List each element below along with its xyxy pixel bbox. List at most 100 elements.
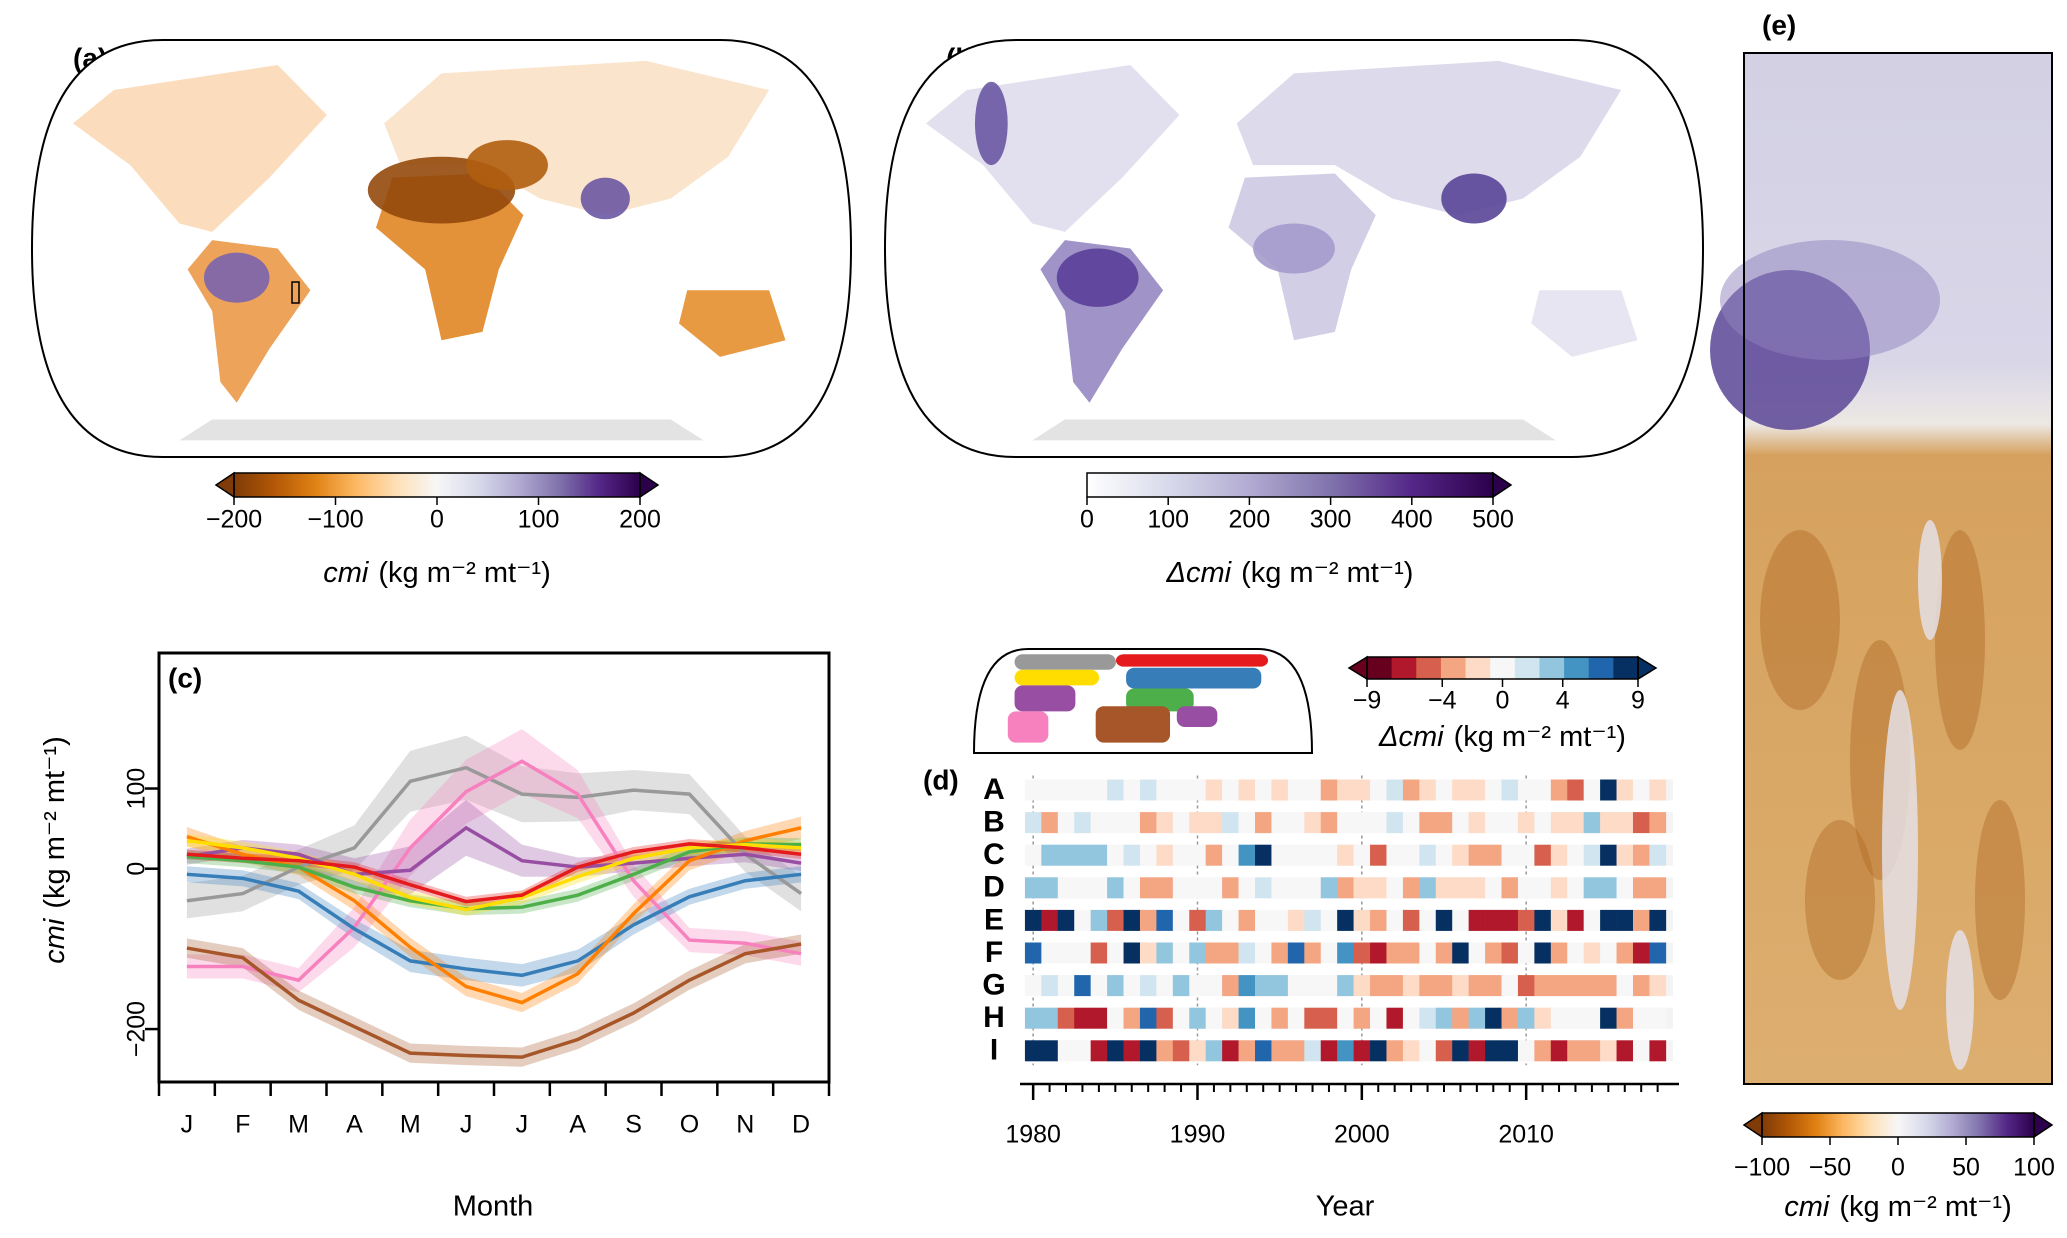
heat-cell: [1567, 1007, 1584, 1029]
heat-cell: [1271, 909, 1289, 931]
heat-cell: [1386, 812, 1404, 834]
heat-cell: [1386, 877, 1404, 899]
x-tick-label: A: [569, 1111, 586, 1139]
heat-cell: [1370, 942, 1387, 964]
heat-cell: [1041, 1007, 1059, 1029]
heat-cell: [1041, 975, 1059, 997]
heat-cell: [1501, 975, 1519, 997]
heat-cell: [1550, 1007, 1568, 1029]
heat-cell: [1189, 877, 1207, 899]
heat-cell: [1550, 975, 1568, 997]
heat-cell: [1238, 1007, 1256, 1029]
heat-cell: [1255, 1040, 1272, 1062]
heat-cell: [1485, 975, 1502, 997]
heat-cell: [1139, 779, 1157, 801]
heat-cell: [1123, 1040, 1141, 1062]
heat-cell: [1057, 909, 1075, 931]
heat-cell: [1156, 1007, 1174, 1029]
heat-cell: [1370, 877, 1387, 899]
heat-cell: [1041, 779, 1059, 801]
colorbar-tick-label: 0: [430, 506, 444, 534]
heat-cell: [1156, 877, 1174, 899]
colorbar-swatch: [1416, 657, 1442, 679]
region-patch: [1176, 706, 1218, 727]
heat-cell: [1041, 1040, 1059, 1062]
heat-cell: [1370, 779, 1387, 801]
heat-cell: [1353, 812, 1371, 834]
heat-cell: [1567, 942, 1584, 964]
heat-cell: [1238, 975, 1256, 997]
heat-cell: [1337, 812, 1354, 834]
heat-cell: [1649, 779, 1667, 801]
heat-cell: [1205, 844, 1223, 866]
map-feature: [1056, 248, 1139, 307]
row-label: H: [983, 1001, 1005, 1034]
heat-cell: [1370, 1040, 1387, 1062]
heat-cell: [1534, 812, 1552, 834]
heat-cell: [1485, 812, 1502, 834]
landmass: [179, 419, 704, 441]
y-axis-title: cmi (kg m⁻² mt⁻¹): [39, 736, 71, 963]
colorbar-title: Δcmi (kg m⁻² mt⁻¹): [1166, 557, 1414, 589]
x-tick-label: 1980: [1005, 1121, 1061, 1149]
heat-cell: [1024, 975, 1042, 997]
heat-cell: [1205, 1040, 1223, 1062]
heat-cell: [1370, 1007, 1387, 1029]
row-label: B: [983, 806, 1005, 839]
landmass: [1531, 290, 1638, 357]
raster-feature: [1935, 530, 1985, 750]
map-feature: [1253, 223, 1335, 274]
row-label: E: [984, 903, 1004, 936]
title-units: (kg m⁻² mt⁻¹): [39, 736, 71, 908]
landmass: [72, 65, 327, 232]
colorbar-tick-label: 9: [1631, 687, 1645, 715]
title-units: (kg m⁻² mt⁻¹): [1839, 1191, 2011, 1223]
heat-cell: [1452, 779, 1469, 801]
heat-cell: [1600, 975, 1617, 997]
heat-cell: [1435, 1007, 1453, 1029]
heat-cell: [1238, 877, 1256, 899]
colorbar-tick-label: 0: [1496, 687, 1510, 715]
heat-cell: [1337, 877, 1354, 899]
heat-cell: [1616, 779, 1634, 801]
heat-cell: [1189, 779, 1207, 801]
heat-cell: [1057, 779, 1075, 801]
heat-cell: [1041, 812, 1059, 834]
heat-cell: [1616, 1007, 1634, 1029]
heat-cell: [1452, 812, 1469, 834]
heat-cell: [1123, 812, 1141, 834]
heat-cell: [1649, 812, 1667, 834]
heat-cell: [1189, 942, 1207, 964]
heat-cell: [1435, 779, 1453, 801]
series-line: [186, 872, 802, 978]
heat-cell: [1419, 1040, 1437, 1062]
heat-cell: [1337, 909, 1354, 931]
confidence-band: [186, 934, 802, 1067]
heat-cell: [1156, 779, 1174, 801]
heat-cell: [1189, 1040, 1207, 1062]
colorbar-tick-label: −9: [1353, 687, 1382, 715]
heat-cell: [1485, 844, 1502, 866]
colorbar-title: cmi (kg m⁻² mt⁻¹): [323, 557, 550, 589]
colorbar-tick-label: 4: [1556, 687, 1570, 715]
heat-cell: [1468, 975, 1486, 997]
heat-cell: [1435, 942, 1453, 964]
colorbar-tick-label: −4: [1428, 687, 1457, 715]
heat-cell: [1534, 779, 1552, 801]
heat-cell: [1649, 942, 1667, 964]
heat-cell: [1501, 844, 1519, 866]
heat-cell: [1107, 975, 1124, 997]
heat-cell: [1222, 909, 1239, 931]
heat-cell: [1238, 1040, 1256, 1062]
heat-cell: [1583, 1040, 1601, 1062]
heat-cell: [1074, 1007, 1091, 1029]
x-tick-label: O: [680, 1111, 699, 1139]
heat-cell: [1501, 812, 1519, 834]
heat-cell: [1435, 877, 1453, 899]
heat-cell: [1419, 909, 1437, 931]
heat-cell: [1255, 779, 1272, 801]
heat-cell: [1304, 877, 1322, 899]
panel-label: (c): [168, 662, 202, 693]
heat-cell: [1107, 1007, 1124, 1029]
heat-cell: [1320, 844, 1338, 866]
